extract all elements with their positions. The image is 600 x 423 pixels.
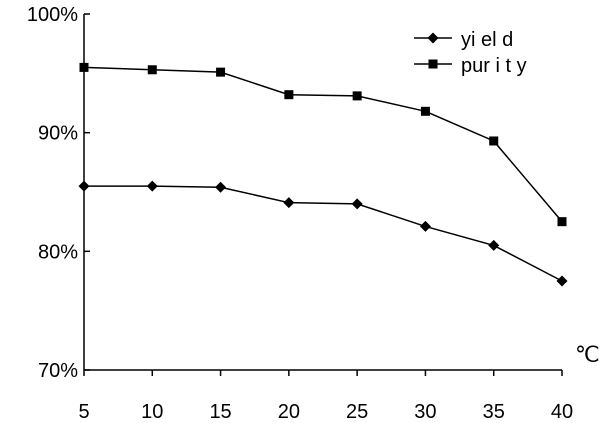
data-point: [284, 90, 294, 100]
legend-marker: [427, 32, 439, 44]
data-point: [79, 62, 89, 72]
x-axis-unit-label: ℃: [575, 342, 600, 367]
legend-label: yi el d: [461, 29, 513, 51]
data-point: [557, 217, 567, 227]
x-tick-label: 25: [346, 401, 368, 423]
x-tick-label: 35: [483, 401, 505, 423]
x-tick-label: 40: [551, 401, 573, 423]
data-point: [556, 275, 568, 287]
legend-marker: [428, 59, 438, 69]
series-layer: [78, 62, 568, 287]
y-tick-label: 100%: [27, 4, 78, 26]
legend: yi el d pur i t y: [414, 29, 527, 77]
data-point: [283, 197, 295, 209]
data-point: [419, 220, 431, 232]
data-point: [488, 239, 500, 251]
series-line: [84, 185, 563, 282]
x-ticks: 5 10 15 20 25 30 35 40: [78, 370, 573, 423]
data-point: [216, 67, 226, 77]
data-point: [352, 91, 362, 101]
y-tick-label: 80%: [38, 241, 78, 263]
y-tick-label: 90%: [38, 123, 78, 145]
data-point: [78, 180, 90, 192]
data-point: [146, 180, 158, 192]
legend-label: pur i t y: [461, 55, 527, 77]
x-tick-label: 5: [78, 401, 89, 423]
x-tick-label: 15: [209, 401, 231, 423]
series-yield: [78, 180, 568, 287]
x-tick-label: 30: [414, 401, 436, 423]
legend-entry: yi el d: [414, 29, 513, 51]
data-point: [351, 198, 363, 210]
x-tick-label: 20: [278, 401, 300, 423]
series-purity: [79, 62, 567, 227]
data-point: [489, 136, 499, 146]
legend-entry: pur i t y: [414, 55, 527, 77]
y-tick-label: 70%: [38, 360, 78, 382]
series-line: [83, 66, 563, 223]
data-point: [147, 65, 157, 75]
data-point: [215, 181, 227, 193]
data-point: [420, 106, 430, 116]
x-tick-label: 10: [141, 401, 163, 423]
y-ticks: 70% 80% 90% 100%: [27, 4, 90, 382]
